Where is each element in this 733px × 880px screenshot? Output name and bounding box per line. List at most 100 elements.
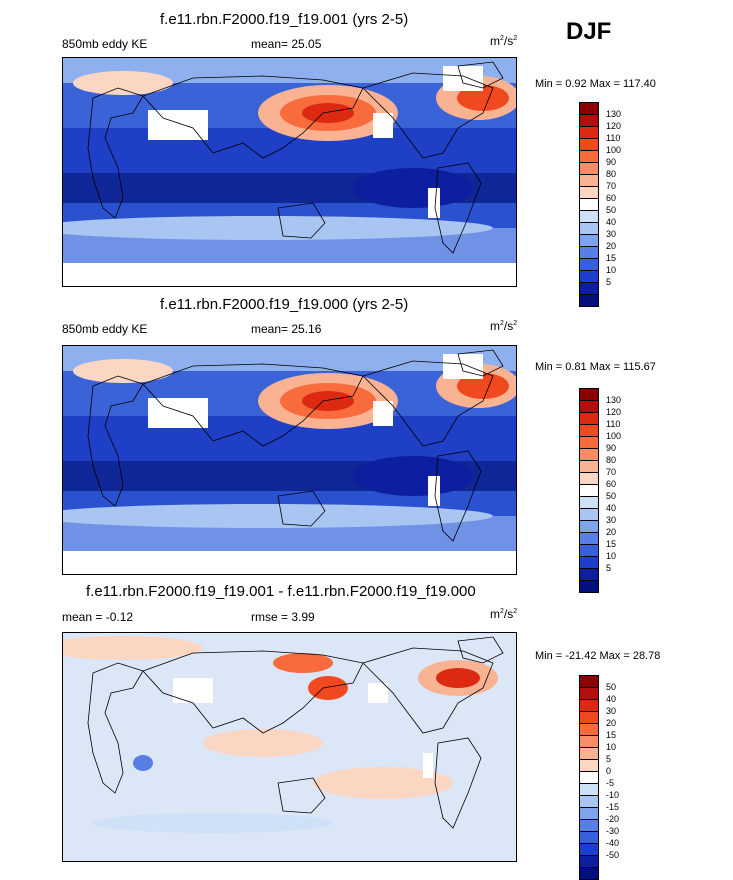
colorbar-tick-label: 20 [606, 241, 617, 251]
colorbar-tick-label: -20 [606, 814, 620, 824]
colorbar-swatch [580, 449, 598, 461]
colorbar-tick-label: 40 [606, 217, 617, 227]
coastline-path [457, 349, 504, 377]
missing-data-mask [423, 753, 433, 778]
missing-data-mask [373, 401, 393, 426]
colorbar-tick-label: -5 [606, 778, 615, 788]
colorbar-tick-label: 120 [606, 407, 622, 417]
colorbar-swatch [580, 199, 598, 211]
panel-3-rmse-label: rmse = 3.99 [251, 610, 315, 624]
colorbar-swatch [580, 772, 598, 784]
colorbar-swatch [580, 844, 598, 856]
field-blob [203, 729, 323, 757]
coastline-path [457, 61, 504, 89]
coastlines [87, 349, 504, 542]
field-layer [63, 346, 516, 574]
field-blob [302, 103, 354, 123]
colorbar-swatch [580, 401, 598, 413]
colorbar-swatch [580, 259, 598, 271]
colorbar-swatch [580, 545, 598, 557]
colorbar-swatch [580, 784, 598, 796]
colorbar-swatch [580, 425, 598, 437]
colorbar-swatch [580, 868, 598, 879]
colorbar-tick-label: 40 [606, 503, 617, 513]
colorbar-tick-label: 90 [606, 443, 617, 453]
panel-3-units: m2/s2 [490, 607, 518, 621]
colorbar-tick-label: 50 [606, 682, 617, 692]
field-blob [93, 813, 333, 833]
colorbar-swatch [580, 187, 598, 199]
colorbar-swatch [580, 473, 598, 485]
colorbar-tick-label: 5 [606, 563, 612, 573]
colorbar-tick-label: 90 [606, 157, 617, 167]
missing-data-mask [443, 354, 483, 379]
panel-2-title: f.e11.rbn.F2000.f19_f19.000 (yrs 2-5) [160, 296, 409, 313]
field-blob [457, 85, 509, 111]
colorbar-swatch [580, 163, 598, 175]
field-blob [308, 676, 348, 700]
panel-2-min-max: Min = 0.81 Max = 115.67 [535, 361, 656, 373]
coastline-path [434, 737, 482, 829]
colorbar-tick-label: 80 [606, 169, 617, 179]
colorbar-tick-label: 20 [606, 718, 617, 728]
field-blob [63, 504, 493, 528]
colorbar-swatch [580, 247, 598, 259]
colorbar-tick-label: 130 [606, 109, 622, 119]
colorbar-swatch [580, 760, 598, 772]
field-blob [133, 755, 153, 771]
coastline-path [434, 162, 482, 254]
colorbar-tick-label: -30 [606, 826, 620, 836]
panel-2-variable-label: 850mb eddy KE [62, 322, 148, 336]
colorbar-tick-label: 10 [606, 742, 617, 752]
colorbar-tick-label: 10 [606, 265, 617, 275]
colorbar-swatch [580, 509, 598, 521]
colorbar-swatch [580, 223, 598, 235]
coastline-path [142, 363, 364, 447]
colorbar-tick-label: 10 [606, 551, 617, 561]
field-layer [63, 58, 516, 286]
panel-3-mean-label: mean = -0.12 [62, 610, 134, 624]
colorbar-tick-label: -50 [606, 850, 620, 860]
panel-2-mean-label: mean= 25.16 [251, 322, 322, 336]
missing-data-mask [443, 66, 483, 91]
missing-data-mask [368, 683, 388, 703]
colorbar-swatch [580, 151, 598, 163]
missing-data-mask [373, 113, 393, 138]
colorbar-tick-label: 120 [606, 121, 622, 131]
panel-3-min-max: Min = -21.42 Max = 28.78 [535, 650, 661, 662]
colorbar-swatch [580, 461, 598, 473]
coastlines [87, 636, 504, 829]
field-blob [457, 373, 509, 399]
colorbar-swatch [580, 211, 598, 223]
colorbar-box [579, 102, 599, 307]
field-blob [73, 359, 173, 383]
colorbar-tick-label: 60 [606, 479, 617, 489]
colorbar-tick-label: 50 [606, 491, 617, 501]
coastline-path [457, 636, 504, 664]
colorbar-tick-label: 40 [606, 694, 617, 704]
panel-1-min-max: Min = 0.92 Max = 117.40 [535, 78, 656, 90]
colorbar-swatch [580, 103, 598, 115]
colorbar-tick-label: 60 [606, 193, 617, 203]
colorbar-tick-label: 100 [606, 431, 622, 441]
colorbar-swatch [580, 521, 598, 533]
field-blob [302, 391, 354, 411]
colorbar-tick-label: 30 [606, 229, 617, 239]
colorbar-swatch [580, 389, 598, 401]
colorbar-swatch [580, 688, 598, 700]
coastline-path [362, 360, 494, 447]
colorbar-swatch [580, 748, 598, 760]
field-blob [313, 767, 453, 799]
coastlines [87, 61, 504, 254]
map-svg [63, 633, 516, 861]
colorbar-tick-label: 50 [606, 205, 617, 215]
colorbar-tick-label: -40 [606, 838, 620, 848]
colorbar-swatch [580, 581, 598, 592]
panel-2-map [62, 345, 517, 575]
colorbar-swatch [580, 820, 598, 832]
colorbar-tick-label: 110 [606, 133, 621, 143]
colorbar-swatch [580, 175, 598, 187]
panel-1-units: m2/s2 [490, 34, 518, 48]
colorbar-swatch [580, 557, 598, 569]
panel-3-title: f.e11.rbn.F2000.f19_f19.001 - f.e11.rbn.… [86, 583, 476, 600]
